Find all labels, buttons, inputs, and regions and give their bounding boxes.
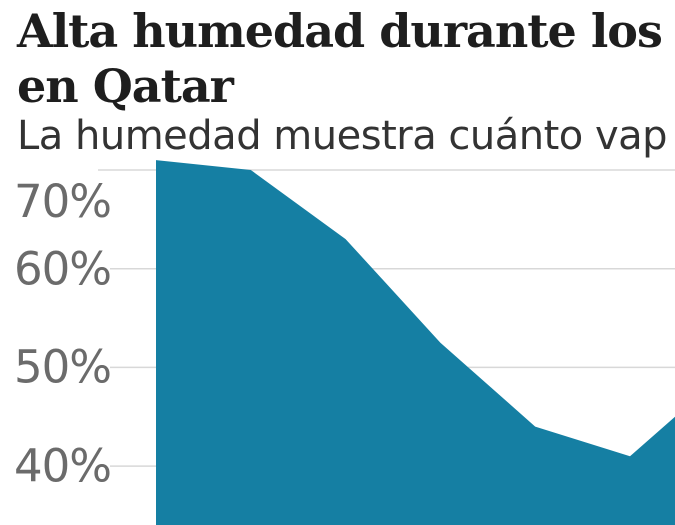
y-tick-label-60: 60% [14, 242, 112, 296]
y-tick-label-70: 70% [14, 175, 112, 228]
humidity-area-series [156, 160, 675, 525]
y-tick-label-50: 50% [14, 340, 112, 394]
chart-title-line1: Alta humedad durante los [17, 4, 663, 58]
chart-title: Alta humedad durante los en Qatar [17, 4, 663, 114]
chart-subtitle: La humedad muestra cuánto vap [17, 113, 668, 159]
chart-title-line2: en Qatar [17, 59, 234, 113]
y-tick-label-40: 40% [14, 439, 112, 493]
